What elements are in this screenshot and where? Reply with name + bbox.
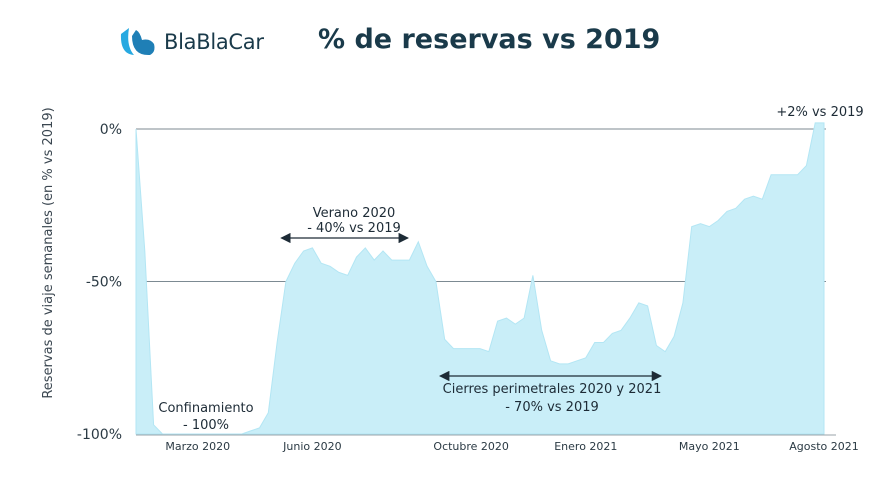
- x-tick-label-5: Agosto 2021: [789, 440, 859, 453]
- y-tick-label-2: -100%: [77, 427, 122, 443]
- annotation-confinamiento-line-1: Confinamiento: [158, 401, 253, 416]
- x-tick-label-1: Junio 2020: [282, 440, 341, 453]
- chart-header: BlaBlaCar % de reservas vs 2019: [118, 18, 738, 68]
- annotation-peak: +2% vs 2019: [776, 105, 863, 120]
- x-tick-label-3: Enero 2021: [554, 440, 617, 453]
- y-tick-label-1: -50%: [86, 275, 122, 291]
- annotation-confinamiento-line-2: - 100%: [183, 418, 229, 433]
- area-series-reservas: [135, 122, 825, 435]
- y-tick-label-0: 0%: [100, 122, 122, 138]
- annotation-verano-line-1: Verano 2020: [313, 206, 396, 221]
- x-tick-label-0: Marzo 2020: [165, 440, 230, 453]
- annotation-cierres-line-1: Cierres perimetrales 2020 y 2021: [443, 382, 662, 397]
- y-axis-label: Reservas de viaje semanales (en % vs 201…: [41, 107, 56, 398]
- x-tick-label-4: Mayo 2021: [679, 440, 740, 453]
- chart-title: % de reservas vs 2019: [318, 24, 661, 55]
- annotation-verano-line-2: - 40% vs 2019: [307, 221, 401, 236]
- blablacar-logo-icon: [120, 28, 155, 56]
- brand-name: BlaBlaCar: [164, 30, 264, 54]
- x-tick-label-2: Octubre 2020: [433, 440, 509, 453]
- annotation-cierres-line-2: - 70% vs 2019: [505, 400, 599, 415]
